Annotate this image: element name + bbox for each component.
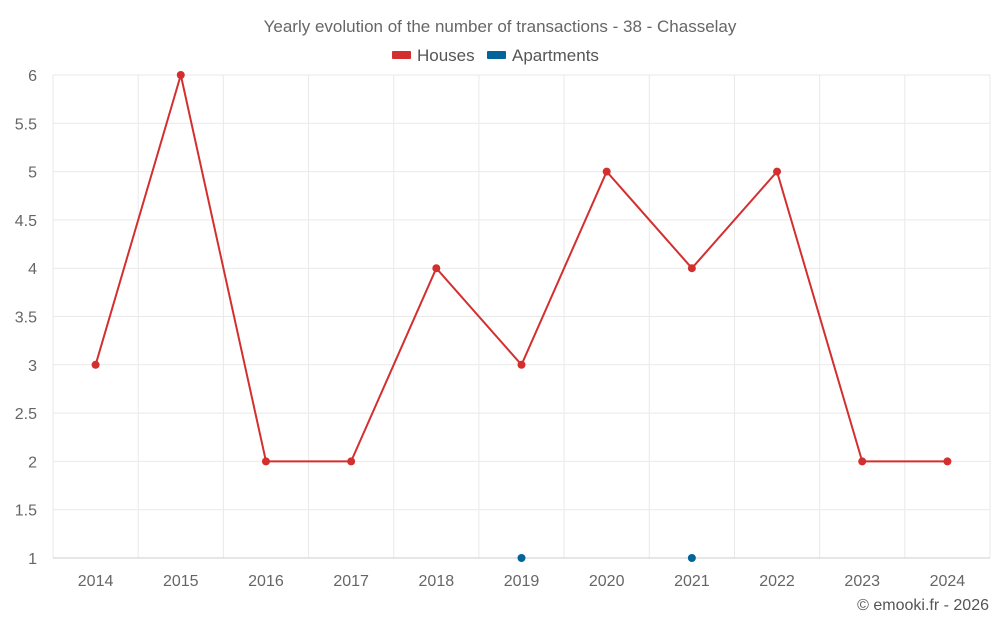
y-tick-label: 6: [28, 68, 37, 85]
legend-swatch-apartments: [487, 51, 506, 59]
data-point-houses[interactable]: [773, 167, 782, 176]
credit-text: © emooki.fr - 2026: [857, 597, 989, 614]
x-tick-label: 2024: [930, 573, 966, 590]
data-point-houses[interactable]: [943, 457, 952, 466]
y-tick-label: 2: [28, 454, 37, 471]
y-tick-label: 3: [28, 358, 37, 375]
x-tick-label: 2023: [844, 573, 880, 590]
x-tick-label: 2014: [78, 573, 114, 590]
series-apartments: [517, 554, 696, 562]
x-tick-label: 2021: [674, 573, 710, 590]
y-tick-label: 5.5: [15, 116, 37, 133]
x-tick-label: 2017: [333, 573, 369, 590]
y-tick-label: 4.5: [15, 213, 37, 230]
y-tick-label: 1.5: [15, 503, 37, 520]
data-point-houses[interactable]: [432, 264, 441, 273]
y-tick-label: 5: [28, 165, 37, 182]
data-point-apartments[interactable]: [517, 554, 526, 562]
data-point-houses[interactable]: [261, 457, 270, 466]
data-point-houses[interactable]: [91, 360, 100, 369]
x-tick-label: 2015: [163, 573, 199, 590]
data-point-apartments[interactable]: [687, 554, 696, 562]
data-point-houses[interactable]: [858, 457, 867, 466]
y-tick-label: 1: [28, 551, 37, 568]
x-tick-label: 2016: [248, 573, 284, 590]
x-tick-label: 2018: [419, 573, 455, 590]
axes: 1 1.5 2 2.5 3 3.5 4 4.5 5 5.5 6 2014 2015 2016 2017 201…: [15, 68, 990, 590]
x-tick-label: 2020: [589, 573, 625, 590]
chart-title: Yearly evolution of the number of transa…: [264, 17, 737, 36]
series-houses: [91, 71, 952, 466]
legend-swatch-houses: [392, 51, 411, 59]
y-tick-label: 3.5: [15, 310, 37, 327]
data-point-houses[interactable]: [176, 71, 185, 79]
y-tick-label: 2.5: [15, 406, 37, 423]
series: [91, 71, 952, 562]
legend: Houses Apartments: [392, 46, 599, 65]
legend-label-apartments[interactable]: Apartments: [512, 46, 599, 65]
x-tick-label: 2022: [759, 573, 795, 590]
data-point-houses[interactable]: [347, 457, 356, 466]
x-tick-label: 2019: [504, 573, 540, 590]
data-point-houses[interactable]: [687, 264, 696, 273]
data-point-houses[interactable]: [517, 360, 526, 369]
y-tick-label: 4: [28, 261, 37, 278]
data-point-houses[interactable]: [602, 167, 611, 176]
legend-label-houses[interactable]: Houses: [417, 46, 475, 65]
grid: [52, 74, 991, 559]
